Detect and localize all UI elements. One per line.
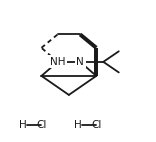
Text: Cl: Cl [36, 120, 47, 130]
Text: N: N [76, 57, 84, 67]
Text: Cl: Cl [91, 120, 101, 130]
Text: H: H [19, 120, 27, 130]
Text: H: H [74, 120, 82, 130]
Text: NH: NH [50, 57, 65, 67]
